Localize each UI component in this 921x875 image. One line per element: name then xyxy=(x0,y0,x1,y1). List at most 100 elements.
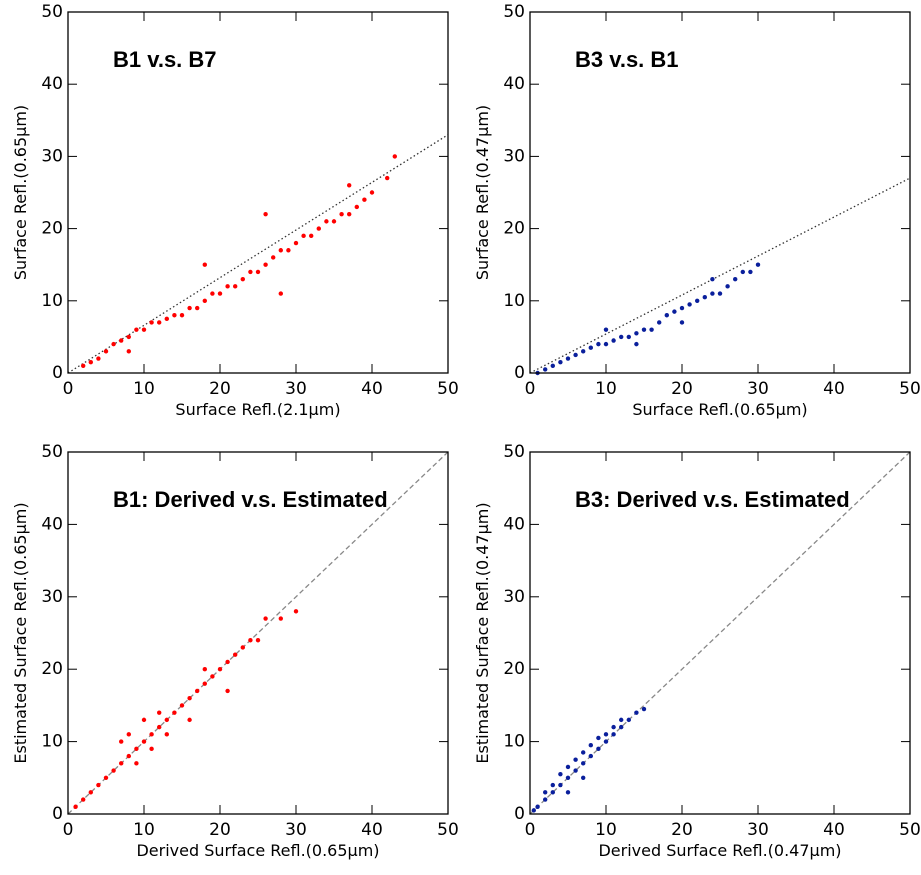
point xyxy=(331,219,337,224)
point xyxy=(263,616,268,621)
fit-line xyxy=(67,134,449,374)
point xyxy=(619,334,624,340)
point xyxy=(172,313,177,318)
point xyxy=(733,276,738,282)
point xyxy=(603,732,609,737)
point xyxy=(324,219,329,224)
x-tick-label: 30 xyxy=(747,379,769,399)
y-tick-label: 20 xyxy=(41,659,63,679)
point xyxy=(619,724,624,730)
x-tick-label: 0 xyxy=(525,379,536,399)
point xyxy=(210,674,215,679)
point xyxy=(210,291,215,296)
point xyxy=(278,616,283,621)
point xyxy=(263,211,268,217)
point xyxy=(588,345,593,350)
point xyxy=(664,313,669,318)
point xyxy=(573,352,578,358)
y-axis-label: Estimated Surface Refl.(0.47μm) xyxy=(473,502,492,763)
point xyxy=(255,269,261,275)
y-tick-label: 20 xyxy=(503,659,525,679)
point xyxy=(558,771,563,777)
point xyxy=(565,356,571,361)
x-axis-label: Surface Refl.(2.1μm) xyxy=(175,400,340,419)
point xyxy=(164,732,169,737)
y-tick-label: 50 xyxy=(41,2,63,22)
y-tick-label: 40 xyxy=(503,74,525,94)
y-tick-label: 30 xyxy=(41,587,63,607)
point xyxy=(385,175,390,181)
point xyxy=(611,732,616,737)
y-tick-label: 0 xyxy=(52,363,63,383)
y-tick-label: 0 xyxy=(514,804,525,824)
point xyxy=(111,341,116,347)
x-tick-label: 0 xyxy=(63,379,74,399)
point xyxy=(543,797,548,802)
y-tick-label: 10 xyxy=(503,732,525,752)
point xyxy=(202,681,207,686)
point xyxy=(531,808,536,813)
x-tick-label: 30 xyxy=(285,820,307,840)
y-tick-label: 20 xyxy=(41,219,63,239)
point xyxy=(96,356,101,361)
point xyxy=(103,349,109,354)
y-tick-label: 50 xyxy=(503,442,525,462)
x-tick-label: 10 xyxy=(595,379,617,399)
point xyxy=(362,197,367,202)
x-tick-label: 20 xyxy=(209,820,231,840)
point xyxy=(301,233,306,239)
point xyxy=(755,262,761,267)
point xyxy=(157,710,162,715)
panel-title: B3 v.s. B1 xyxy=(575,47,679,72)
y-tick-label: 0 xyxy=(52,804,63,824)
x-tick-label: 40 xyxy=(823,379,845,399)
fit-line xyxy=(529,177,911,374)
point xyxy=(679,320,685,325)
x-tick-label: 10 xyxy=(133,379,155,399)
point xyxy=(293,609,299,614)
point xyxy=(581,349,586,354)
y-tick-label: 30 xyxy=(503,146,525,166)
y-tick-label: 30 xyxy=(41,146,63,166)
point xyxy=(134,327,139,332)
point xyxy=(679,305,685,311)
y-tick-label: 40 xyxy=(503,514,525,534)
point xyxy=(164,717,169,723)
point xyxy=(347,211,352,217)
point xyxy=(141,739,147,744)
point xyxy=(179,313,185,318)
point xyxy=(278,291,283,296)
x-tick-label: 40 xyxy=(361,820,383,840)
point xyxy=(126,334,131,340)
y-axis-label: Surface Refl.(0.65μm) xyxy=(11,105,30,280)
panel: 0 10 20 30 40 50 0 10 20 30 40 50 B1 v.s. B7 Surface … xyxy=(11,2,459,419)
point xyxy=(535,804,540,809)
x-axis-label: Derived Surface Refl.(0.65μm) xyxy=(136,841,379,860)
x-tick-label: 50 xyxy=(899,379,921,399)
point xyxy=(565,764,571,770)
point xyxy=(157,320,162,325)
point xyxy=(748,269,753,275)
point xyxy=(565,790,571,795)
plot-frame xyxy=(529,451,911,815)
point xyxy=(581,761,586,766)
point xyxy=(619,717,624,723)
point xyxy=(179,703,185,708)
point xyxy=(141,327,147,332)
point xyxy=(88,359,94,365)
point xyxy=(573,757,578,762)
point xyxy=(603,739,609,744)
point xyxy=(126,349,131,354)
y-tick-label: 50 xyxy=(41,442,63,462)
y-tick-label: 50 xyxy=(503,2,525,22)
point xyxy=(550,790,555,795)
point xyxy=(195,305,200,311)
y-tick-label: 40 xyxy=(41,514,63,534)
point xyxy=(248,269,253,275)
point xyxy=(240,645,245,650)
point xyxy=(233,652,238,657)
point xyxy=(134,746,139,752)
panel: 0 10 20 30 40 50 0 10 20 30 40 50 B1: Derived v.s. E… xyxy=(11,442,459,860)
point xyxy=(195,688,200,694)
